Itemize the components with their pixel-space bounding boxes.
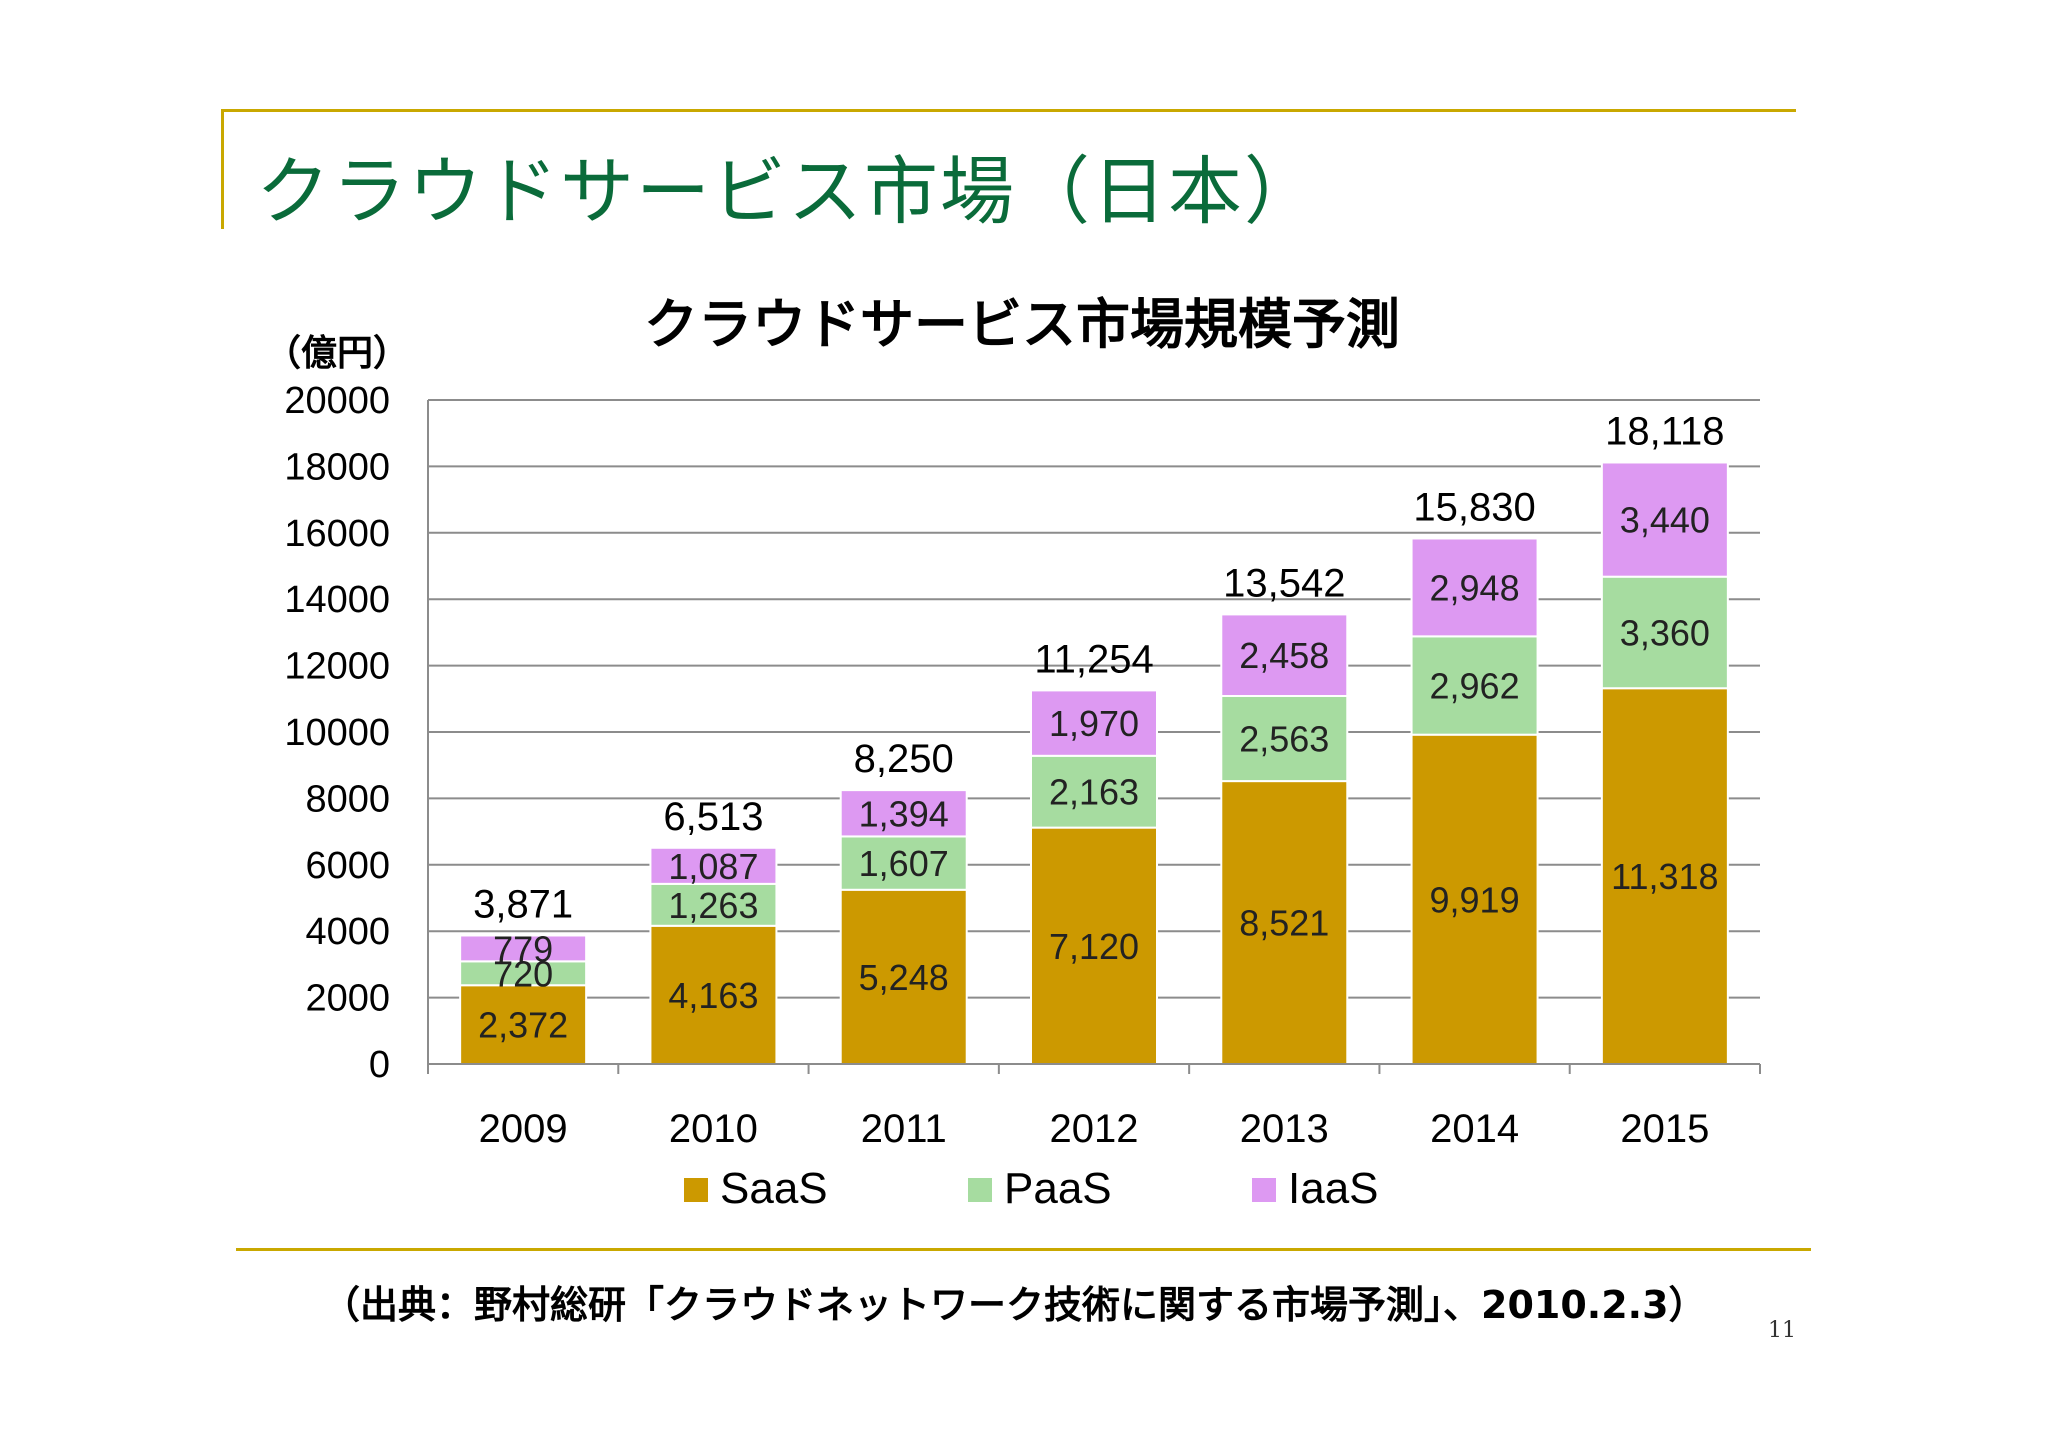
total-label: 11,254 bbox=[1034, 637, 1153, 681]
total-label: 13,542 bbox=[1223, 561, 1345, 605]
legend-label-paas: PaaS bbox=[1004, 1164, 1112, 1213]
total-label: 15,830 bbox=[1413, 485, 1535, 529]
page-number: 11 bbox=[1768, 1318, 1796, 1343]
bar-segment-paas bbox=[1220, 695, 1349, 783]
data-label-saas: 7,120 bbox=[1049, 926, 1139, 967]
y-tick-label: 10000 bbox=[284, 712, 390, 754]
data-label-iaas: 1,970 bbox=[1049, 703, 1139, 744]
data-label-paas: 3,360 bbox=[1620, 612, 1710, 653]
legend-swatch-paas bbox=[968, 1178, 992, 1202]
x-tick-label: 2010 bbox=[669, 1107, 758, 1151]
bar-segment-saas bbox=[1220, 780, 1349, 1065]
y-tick-label: 20000 bbox=[284, 380, 390, 422]
y-tick-label: 16000 bbox=[284, 513, 390, 555]
data-label-iaas: 779 bbox=[493, 928, 553, 969]
slide-title: クラウドサービス市場（日本） bbox=[256, 149, 1320, 235]
legend-label-iaas: IaaS bbox=[1288, 1164, 1379, 1213]
bar-segment-paas bbox=[1030, 754, 1158, 829]
bars-layer bbox=[459, 461, 1729, 1066]
data-label-paas: 720 bbox=[493, 953, 553, 994]
legend-label-saas: SaaS bbox=[720, 1164, 828, 1213]
bar-segment-saas bbox=[839, 888, 968, 1066]
bar-segment-iaas bbox=[1410, 537, 1539, 638]
legend-swatch-iaas bbox=[1252, 1178, 1276, 1202]
bar-segment-saas bbox=[1600, 687, 1729, 1065]
data-label-iaas: 1,394 bbox=[859, 793, 949, 834]
data-label-saas: 11,318 bbox=[1611, 856, 1718, 897]
y-tick-label: 14000 bbox=[284, 579, 390, 621]
bar-segment-paas bbox=[649, 882, 778, 927]
bar-segment-saas bbox=[1410, 733, 1539, 1065]
data-label-iaas: 1,087 bbox=[668, 846, 758, 887]
x-tick-label: 2013 bbox=[1240, 1107, 1329, 1151]
title-left-rule bbox=[221, 109, 224, 229]
x-tick-label: 2014 bbox=[1430, 1107, 1519, 1151]
axis-layer: 0 2000 4000 6000 8000 10000 12000 14000 16000 180… bbox=[284, 380, 1761, 1151]
data-label-saas: 9,919 bbox=[1430, 879, 1520, 920]
data-label-iaas: 2,458 bbox=[1239, 635, 1329, 676]
data-label-saas: 2,372 bbox=[478, 1005, 568, 1046]
y-tick-label: 8000 bbox=[305, 778, 390, 820]
total-label: 3,871 bbox=[473, 882, 573, 926]
legend: SaaS PaaS IaaS bbox=[684, 1164, 1379, 1213]
bar-segment-saas bbox=[459, 984, 588, 1065]
bar-segment-iaas bbox=[1600, 461, 1729, 578]
y-axis-unit-label: （億円） bbox=[265, 333, 409, 374]
bar-segment-iaas bbox=[839, 789, 968, 838]
bar-segment-iaas bbox=[1220, 613, 1349, 698]
legend-swatch-saas bbox=[684, 1178, 708, 1202]
source-citation: （出典：野村総研「クラウドネットワーク技術に関する市場予測」、2010.2.3） bbox=[322, 1283, 1707, 1327]
bar-segment-iaas bbox=[1030, 689, 1158, 757]
title-top-rule bbox=[222, 109, 1796, 112]
total-label: 18,118 bbox=[1605, 409, 1724, 453]
y-tick-label: 12000 bbox=[284, 646, 390, 688]
y-tick-label: 4000 bbox=[305, 911, 390, 953]
total-label: 6,513 bbox=[663, 795, 763, 839]
chart-title: クラウドサービス市場規模予測 bbox=[644, 293, 1400, 356]
bar-segment-paas bbox=[1600, 575, 1729, 690]
data-label-paas: 1,263 bbox=[668, 885, 758, 926]
y-tick-label: 6000 bbox=[305, 845, 390, 887]
y-tick-label: 18000 bbox=[284, 446, 390, 488]
data-label-paas: 2,563 bbox=[1239, 719, 1329, 760]
footer-rule bbox=[236, 1248, 1811, 1251]
bar-segment-paas bbox=[839, 835, 968, 891]
total-label: 8,250 bbox=[854, 737, 954, 781]
y-tick-label: 0 bbox=[369, 1044, 390, 1086]
data-label-paas: 2,163 bbox=[1049, 772, 1139, 813]
data-label-paas: 2,962 bbox=[1430, 666, 1520, 707]
x-tick-label: 2009 bbox=[479, 1107, 568, 1151]
data-label-iaas: 2,948 bbox=[1430, 567, 1520, 608]
bar-segment-iaas bbox=[649, 846, 778, 885]
data-label-paas: 1,607 bbox=[859, 843, 949, 884]
data-label-saas: 8,521 bbox=[1239, 903, 1329, 944]
x-tick-label: 2012 bbox=[1050, 1107, 1139, 1151]
data-label-saas: 5,248 bbox=[859, 957, 949, 998]
x-tick-label: 2015 bbox=[1620, 1107, 1709, 1151]
y-tick-label: 2000 bbox=[305, 978, 390, 1020]
data-label-saas: 4,163 bbox=[668, 975, 758, 1016]
x-tick-label: 2011 bbox=[861, 1107, 947, 1151]
data-label-iaas: 3,440 bbox=[1620, 500, 1710, 541]
bar-segment-paas bbox=[1410, 635, 1539, 736]
bar-segment-iaas bbox=[459, 934, 588, 963]
